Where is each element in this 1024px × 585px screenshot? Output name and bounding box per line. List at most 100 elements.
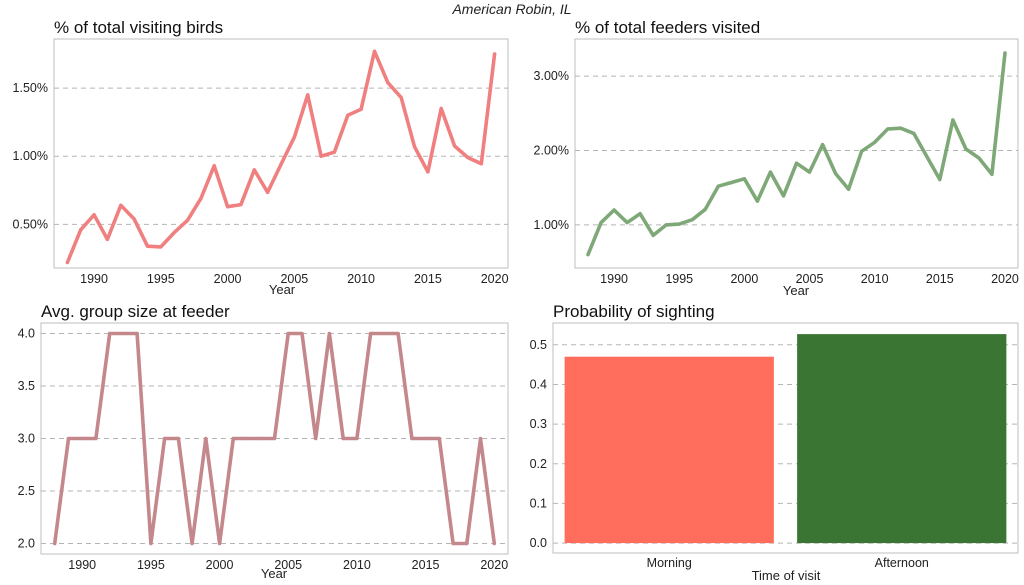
x-tick-label: 1990	[600, 272, 628, 286]
data-point	[369, 331, 373, 336]
data-point	[410, 436, 414, 441]
chart-title: % of total visiting birds	[54, 18, 223, 37]
y-tick-label: 3.5	[18, 379, 35, 393]
data-point	[912, 131, 916, 136]
bar-morning	[564, 356, 774, 544]
data-point	[306, 93, 310, 97]
data-point	[332, 150, 337, 154]
data-point	[873, 140, 877, 144]
data-point	[382, 331, 386, 336]
data-point	[314, 436, 318, 441]
data-point	[964, 147, 968, 151]
data-point	[252, 168, 256, 172]
y-tick-label: 0.0	[530, 536, 547, 550]
data-point	[159, 245, 163, 249]
y-tick-label: 4.0	[18, 327, 35, 341]
x-tick-label: 2005	[274, 558, 302, 572]
y-tick-label: 1.00%	[534, 218, 569, 232]
data-point	[190, 541, 194, 546]
x-tick-label: 1990	[80, 272, 108, 286]
data-point	[925, 154, 929, 159]
data-point	[279, 162, 283, 167]
data-point	[820, 142, 825, 147]
x-tick-label: 1995	[147, 272, 175, 286]
x-axis-label: Year	[269, 282, 296, 297]
data-point	[121, 331, 126, 336]
data-point	[272, 436, 277, 441]
data-point	[259, 436, 263, 441]
data-point	[79, 228, 83, 232]
y-tick-label: 2.00%	[534, 144, 569, 158]
data-point	[163, 436, 167, 441]
x-axis-label: Time of visit	[752, 568, 821, 583]
data-point	[66, 436, 71, 441]
data-point	[612, 208, 616, 212]
data-point	[478, 436, 483, 441]
data-point	[231, 436, 235, 441]
data-point	[204, 436, 208, 441]
data-point	[690, 218, 694, 222]
data-point	[638, 212, 642, 216]
data-point	[341, 436, 345, 441]
data-point	[479, 162, 483, 166]
data-point	[742, 177, 746, 181]
data-point	[327, 331, 332, 336]
data-point	[346, 113, 350, 117]
data-point	[781, 194, 786, 198]
data-point	[599, 221, 603, 225]
data-point	[359, 107, 363, 111]
data-point	[292, 135, 296, 139]
x-tick-label: 2000	[206, 558, 234, 572]
data-point	[300, 331, 304, 336]
data-point	[132, 217, 136, 221]
data-point	[807, 170, 812, 174]
data-point	[172, 230, 176, 235]
data-point	[990, 172, 994, 176]
data-point	[426, 170, 430, 174]
data-point	[65, 260, 69, 265]
data-point	[651, 233, 655, 237]
data-point	[847, 187, 851, 191]
data-point	[492, 541, 496, 546]
data-point	[716, 184, 720, 188]
data-point	[108, 331, 112, 336]
data-point	[729, 180, 733, 185]
x-tick-label: 2020	[480, 558, 508, 572]
data-point	[886, 127, 890, 131]
x-axis-label: Year	[783, 283, 810, 298]
y-tick-label: 2.0	[18, 537, 35, 551]
data-point	[466, 155, 470, 160]
x-tick-label: 2015	[414, 272, 442, 286]
data-point	[625, 221, 629, 225]
x-tick-label: 2010	[343, 558, 371, 572]
data-point	[977, 156, 981, 160]
data-point	[199, 196, 203, 201]
data-point	[119, 203, 123, 207]
x-tick-label: 1995	[665, 272, 693, 286]
data-point	[176, 436, 180, 441]
x-tick-label: 2020	[991, 272, 1019, 286]
data-point	[225, 205, 230, 209]
x-tick-label: Afternoon	[875, 556, 929, 570]
figure-suptitle: American Robin, IL	[452, 1, 572, 17]
y-tick-label: 0.5	[530, 338, 547, 352]
data-point	[145, 244, 150, 248]
data-point	[833, 171, 838, 176]
data-point	[423, 436, 428, 441]
data-point	[239, 203, 243, 207]
data-point	[245, 436, 249, 441]
data-point	[185, 218, 190, 222]
data-point	[135, 331, 139, 336]
chart-title: Probability of sighting	[553, 302, 715, 321]
y-tick-label: 2.5	[18, 484, 35, 498]
data-point	[386, 81, 390, 85]
data-point	[703, 207, 707, 211]
data-point	[664, 223, 668, 227]
x-axis-label: Year	[261, 566, 288, 581]
bar-afternoon	[797, 334, 1007, 544]
x-tick-label: 2000	[730, 272, 758, 286]
